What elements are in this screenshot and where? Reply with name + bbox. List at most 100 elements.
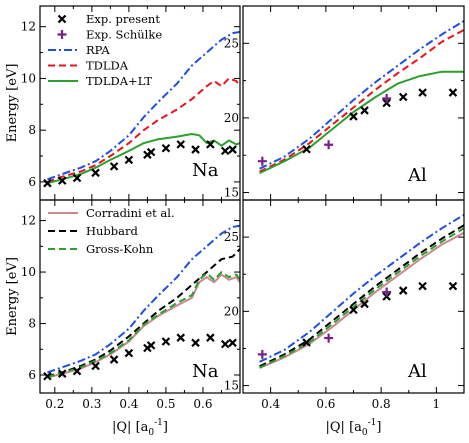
exp-present-marker bbox=[448, 88, 458, 97]
exp-present-marker bbox=[228, 145, 237, 154]
y-tick-label: 15 bbox=[224, 379, 239, 393]
legend-entry: Gross-Kohn bbox=[86, 242, 154, 256]
series-line-hubbard bbox=[259, 224, 464, 368]
y-tick-label: 20 bbox=[224, 111, 239, 125]
exp-schulke-marker bbox=[257, 156, 267, 166]
exp-present-marker bbox=[349, 305, 358, 315]
exp-present-marker bbox=[91, 168, 100, 178]
panel-label: Al bbox=[407, 165, 427, 186]
exp-present-marker bbox=[109, 355, 119, 364]
series-line-rpa bbox=[259, 213, 464, 363]
series-line-rpa bbox=[47, 30, 240, 181]
exp-present-marker bbox=[161, 337, 171, 346]
panel-label: Na bbox=[192, 361, 219, 382]
exp-schulke-marker bbox=[382, 94, 392, 104]
panel-label: Al bbox=[407, 361, 427, 382]
data-area bbox=[257, 20, 464, 175]
exp-present-marker bbox=[146, 147, 156, 157]
exp-present-marker bbox=[72, 366, 82, 376]
series-line-rpa bbox=[47, 224, 240, 374]
series-line-tdlda bbox=[47, 77, 240, 183]
x-tick-label: 0.8 bbox=[372, 397, 391, 411]
series-line-rpa bbox=[259, 20, 464, 170]
series-line-tdlda-lt bbox=[259, 70, 464, 175]
x-axis-label: |Q| [a0-1] bbox=[112, 418, 168, 438]
exp-present-marker bbox=[418, 88, 427, 97]
x-tick-label: 0.6 bbox=[316, 397, 335, 411]
y-tick-label: 25 bbox=[224, 36, 239, 50]
y-axis-label: Energy [eV] bbox=[5, 257, 20, 336]
x-tick-label: 0.2 bbox=[45, 397, 64, 411]
series-line-gross-kohn bbox=[259, 227, 464, 369]
y-tick-label: 20 bbox=[224, 304, 239, 318]
exp-present-marker bbox=[161, 143, 171, 153]
legend-entry: TDLDA+LT bbox=[86, 74, 152, 88]
legend-entry: RPA bbox=[86, 43, 110, 57]
exp-present-marker bbox=[360, 299, 369, 309]
exp-present-marker bbox=[206, 333, 215, 342]
x-tick-label: 0.5 bbox=[156, 397, 175, 411]
exp-present-marker bbox=[72, 173, 82, 183]
exp-present-marker bbox=[124, 348, 134, 358]
x-axis-label-sub: 0 bbox=[148, 428, 154, 438]
x-axis-label-main: |Q| [a bbox=[326, 420, 363, 435]
panel-top-right: 15 20 25 Al bbox=[224, 5, 465, 201]
exp-schulke-marker bbox=[257, 349, 267, 359]
legend: Corradini et al. Hubbard Gross-Kohn bbox=[48, 206, 175, 256]
x-axis-label-sup: -1 bbox=[368, 418, 377, 428]
exp-present-marker bbox=[398, 92, 408, 102]
exp-present-marker bbox=[57, 369, 67, 378]
x-tick-label: 0.4 bbox=[119, 397, 138, 411]
data-area bbox=[43, 30, 240, 188]
panel-top-left: 6 8 10 12 Na Energy [eV] Exp. present Exp. Schü… bbox=[5, 5, 241, 201]
exp-present-marker bbox=[228, 338, 237, 348]
exp-present-marker bbox=[146, 341, 156, 350]
exp-present-marker bbox=[176, 140, 186, 149]
x-axis-label-sub: 0 bbox=[362, 428, 368, 438]
series-line-corradini-et-al- bbox=[259, 231, 464, 369]
panel-bottom-left: 0.2 0.3 0.4 0.5 0.6 6 8 10 12 Na Energy [eV] |Q| [a… bbox=[5, 199, 241, 438]
exp-present-marker bbox=[91, 361, 100, 371]
exp-present-marker bbox=[349, 112, 358, 121]
exp-present-marker bbox=[43, 178, 52, 188]
exp-present-marker bbox=[176, 333, 186, 342]
legend-entry: Corradini et al. bbox=[86, 206, 175, 220]
legend-marker bbox=[57, 14, 67, 24]
y-tick-label: 15 bbox=[224, 186, 239, 200]
x-tick-label: 0.3 bbox=[82, 397, 101, 411]
y-tick-label: 8 bbox=[28, 123, 36, 137]
exp-present-marker bbox=[360, 106, 369, 115]
exp-schulke-marker bbox=[382, 287, 392, 297]
series-line-tdlda-lt bbox=[47, 133, 240, 185]
exp-present-marker bbox=[398, 286, 408, 295]
y-tick-label: 12 bbox=[21, 214, 36, 228]
legend-marker bbox=[57, 30, 67, 39]
exp-present-marker bbox=[448, 281, 458, 291]
exp-present-marker bbox=[302, 144, 311, 154]
y-tick-label: 10 bbox=[21, 71, 36, 85]
x-axis-label-end: ] bbox=[376, 420, 381, 435]
exp-present-marker bbox=[220, 339, 230, 349]
series-line-hubbard bbox=[47, 248, 240, 378]
exp-present-marker bbox=[124, 155, 134, 165]
y-tick-label: 12 bbox=[21, 20, 36, 34]
exp-present-marker bbox=[191, 145, 200, 154]
legend-entry: TDLDA bbox=[86, 59, 129, 73]
exp-present-marker bbox=[418, 281, 427, 291]
x-tick-label: 0.6 bbox=[193, 397, 212, 411]
panel-label: Na bbox=[192, 160, 219, 181]
data-area bbox=[257, 213, 464, 369]
y-tick-label: 10 bbox=[21, 265, 36, 279]
legend-entry: Exp. present bbox=[86, 12, 160, 26]
exp-schulke-marker bbox=[324, 140, 334, 150]
exp-present-marker bbox=[57, 176, 67, 185]
x-axis-label-main: |Q| [a bbox=[112, 420, 149, 435]
y-tick-label: 6 bbox=[28, 175, 36, 189]
y-tick-label: 25 bbox=[224, 230, 239, 244]
y-axis-label: Energy [eV] bbox=[5, 64, 20, 143]
legend-entry: Hubbard bbox=[86, 224, 139, 238]
legend-entry: Exp. Schülke bbox=[86, 28, 162, 42]
x-axis-label: |Q| [a0-1] bbox=[326, 418, 382, 438]
